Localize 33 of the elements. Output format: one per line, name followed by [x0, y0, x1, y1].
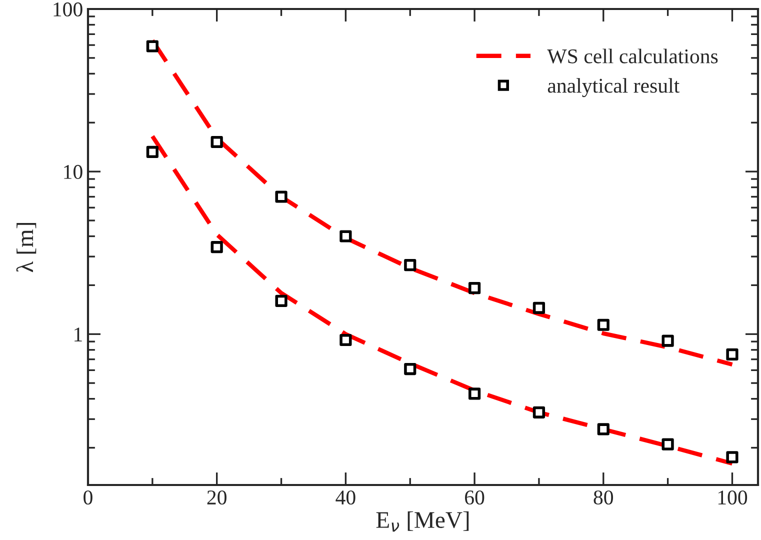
x-tick-label: 40: [336, 490, 356, 505]
y-tick-label: 100: [54, 2, 82, 16]
point: [146, 40, 158, 52]
y-tick-label: 1: [74, 328, 82, 342]
point: [468, 282, 481, 294]
point: [404, 362, 416, 376]
point: [146, 146, 158, 158]
y-tick-label: 10: [64, 164, 82, 179]
legend-label: analytical result: [548, 78, 680, 98]
x-tick-label: 80: [594, 490, 614, 505]
point: [662, 334, 674, 347]
point: [404, 259, 416, 272]
x-tick-label: 100: [718, 490, 748, 505]
point: [340, 230, 352, 242]
x-tick-label: 60: [465, 490, 484, 505]
point: [597, 423, 610, 436]
point: [468, 388, 481, 400]
point: [597, 318, 610, 331]
point: [662, 438, 674, 450]
point: [726, 451, 738, 464]
legend-label: WS cell calculations: [547, 48, 718, 64]
point: [275, 190, 288, 203]
point: [532, 406, 546, 418]
point: [726, 348, 738, 360]
point: [532, 302, 546, 314]
x-tick-label: 20: [207, 490, 226, 505]
y-axis-title: λ [m]: [16, 223, 36, 272]
x-tick-label: 0: [84, 490, 92, 505]
x-axis-title: E$_{ν}$ [MeV]: [376, 511, 469, 532]
point: [210, 136, 223, 148]
point: [275, 294, 288, 307]
point: [210, 241, 223, 254]
point: [340, 334, 352, 346]
